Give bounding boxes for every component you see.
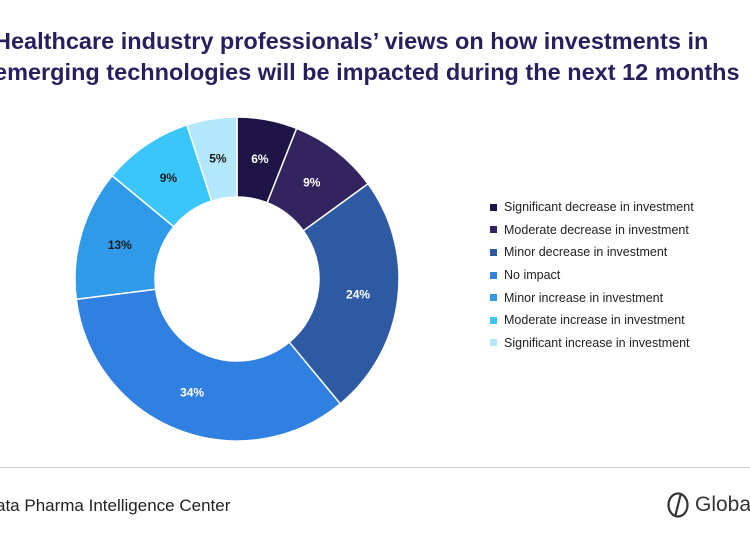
slice-value-label: 6% — [251, 152, 269, 166]
legend-item-no-impact: No impact — [490, 264, 694, 287]
legend-swatch — [490, 316, 497, 324]
slice-value-label: 9% — [303, 176, 321, 190]
legend-label: Moderate increase in investment — [504, 313, 685, 328]
legend-swatch — [490, 203, 497, 211]
legend-item-significant-decrease-in-investment: Significant decrease in investment — [490, 196, 694, 219]
legend-label: Minor increase in investment — [504, 290, 664, 305]
legend-label: Significant increase in investment — [504, 335, 690, 350]
legend-label: Moderate decrease in investment — [504, 222, 689, 237]
legend-label: Minor decrease in investment — [504, 245, 668, 260]
slice-minor-decrease-in-investment — [288, 182, 400, 405]
slice-value-label: 5% — [209, 152, 227, 166]
chart-title: Healthcare industry professionals’ views… — [0, 26, 750, 88]
legend-item-minor-decrease-in-investment: Minor decrease in investment — [490, 241, 694, 264]
slice-value-label: 13% — [108, 238, 132, 252]
legend-label: No impact — [504, 268, 561, 283]
chart-title-line-2: emerging technologies will be impacted d… — [0, 59, 740, 85]
legend-swatch — [490, 294, 497, 302]
slice-value-label: 9% — [160, 171, 178, 185]
legend-item-minor-increase-in-investment: Minor increase in investment — [490, 286, 694, 309]
slice-significant-increase-in-investment — [185, 116, 238, 202]
legend-swatch — [490, 271, 497, 279]
legend-swatch — [490, 226, 497, 234]
chart-title-line-1: Healthcare industry professionals’ views… — [0, 28, 709, 54]
slice-value-label: 34% — [180, 385, 204, 399]
footer-divider — [0, 467, 750, 468]
legend-item-moderate-increase-in-investment: Moderate increase in investment — [490, 309, 694, 332]
legend-item-significant-increase-in-investment: Significant increase in investment — [490, 332, 694, 355]
slice-no-impact — [75, 288, 342, 442]
slice-value-label: 24% — [346, 287, 370, 301]
source-text: ata Pharma Intelligence Center — [0, 496, 231, 515]
logo-text: Globa — [695, 493, 750, 516]
globe-logo-icon — [667, 492, 689, 518]
brand-logo: Globa — [666, 491, 750, 519]
chart-legend: Significant decrease in investment Modera… — [490, 196, 694, 354]
legend-swatch — [490, 248, 497, 256]
legend-swatch — [490, 339, 497, 347]
legend-label: Significant decrease in investment — [504, 200, 694, 215]
legend-item-moderate-decrease-in-investment: Moderate decrease in investment — [490, 219, 694, 242]
